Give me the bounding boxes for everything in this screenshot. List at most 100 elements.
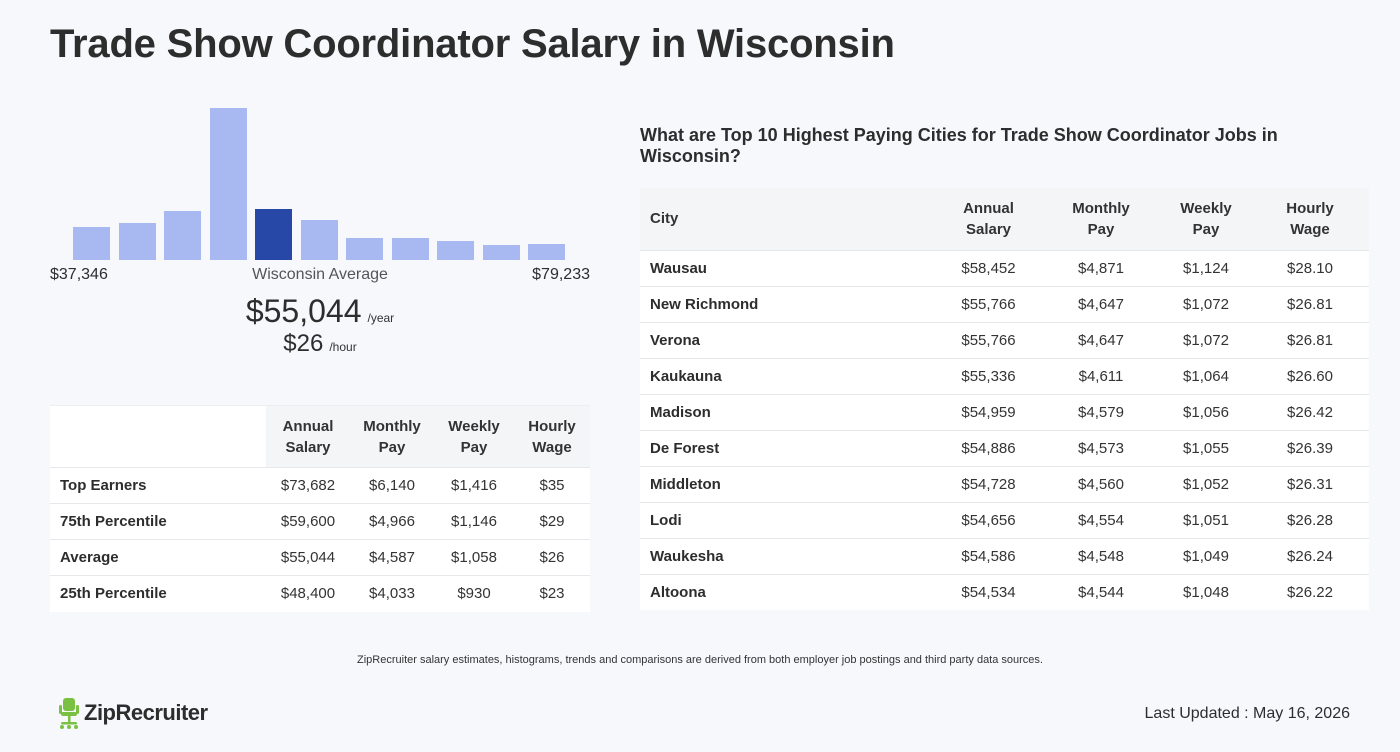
cell-monthly: $4,871 xyxy=(1041,249,1161,286)
histogram-bar xyxy=(164,211,201,260)
city-name: Wausau xyxy=(640,249,936,286)
table-row: New Richmond $55,766 $4,647 $1,072 $26.81 xyxy=(640,285,1369,322)
cell-hourly: $26.22 xyxy=(1251,573,1369,610)
cell-annual: $55,766 xyxy=(936,321,1041,358)
city-name: Madison xyxy=(640,393,936,430)
cell-weekly: $1,124 xyxy=(1161,249,1251,286)
cell-monthly: $4,573 xyxy=(1041,429,1161,466)
cell-monthly: $4,548 xyxy=(1041,537,1161,574)
cell-monthly: $4,647 xyxy=(1041,321,1161,358)
cities-heading: What are Top 10 Highest Paying Cities fo… xyxy=(640,125,1278,166)
salary-histogram xyxy=(50,100,590,260)
disclaimer: ZipRecruiter salary estimates, histogram… xyxy=(357,654,1043,666)
city-name: New Richmond xyxy=(640,285,936,322)
table-row: Wausau $58,452 $4,871 $1,124 $28.10 xyxy=(640,249,1369,286)
histogram-bar xyxy=(391,238,429,260)
cell-monthly: $4,560 xyxy=(1041,465,1161,502)
histogram-bar xyxy=(528,244,565,260)
cell-monthly: $4,544 xyxy=(1041,573,1161,610)
cell-weekly: $1,072 xyxy=(1161,321,1251,358)
cell-weekly: $1,146 xyxy=(434,503,514,540)
average-hourly-value: $26 xyxy=(283,330,324,357)
cell-hourly: $29 xyxy=(514,503,590,540)
table-row: Verona $55,766 $4,647 $1,072 $26.81 xyxy=(640,321,1369,358)
col-annual-salary: Annual Salary xyxy=(936,188,1041,250)
cell-weekly: $930 xyxy=(434,575,514,612)
col-weekly-pay: Weekly Pay xyxy=(1161,188,1251,250)
cell-monthly: $4,966 xyxy=(350,503,434,540)
cell-weekly: $1,048 xyxy=(1161,573,1251,610)
histogram-bar xyxy=(482,245,520,260)
cell-annual: $55,336 xyxy=(936,357,1041,394)
average-annual: $55,044/year xyxy=(50,293,590,330)
cell-hourly: $26 xyxy=(514,539,590,576)
row-label: 75th Percentile xyxy=(50,503,266,540)
cell-hourly: $23 xyxy=(514,575,590,612)
city-name: Middleton xyxy=(640,465,936,502)
cell-hourly: $26.60 xyxy=(1251,357,1369,394)
cell-weekly: $1,056 xyxy=(1161,393,1251,430)
average-label: Wisconsin Average xyxy=(252,266,388,283)
row-label: Average xyxy=(50,539,266,576)
histogram-bar xyxy=(346,238,383,260)
top-cities-table: City Annual Salary Monthly Pay Weekly Pay H… xyxy=(640,188,1369,610)
annual-unit: /year xyxy=(367,311,395,325)
table-row: Lodi $54,656 $4,554 $1,051 $26.28 xyxy=(640,501,1369,538)
table-row: Top Earners $73,682 $6,140 $1,416 $35 xyxy=(50,467,590,504)
col-annual-salary: Annual Salary xyxy=(266,405,350,468)
cell-annual: $73,682 xyxy=(266,467,350,504)
table-row: Altoona $54,534 $4,544 $1,048 $26.22 xyxy=(640,573,1369,610)
table-row: Average $55,044 $4,587 $1,058 $26 xyxy=(50,539,590,576)
col-weekly-pay: Weekly Pay xyxy=(434,405,514,468)
average-annual-value: $55,044 xyxy=(245,293,362,329)
cell-annual: $55,044 xyxy=(266,539,350,576)
cell-monthly: $4,587 xyxy=(350,539,434,576)
cell-annual: $54,886 xyxy=(936,429,1041,466)
cell-annual: $54,656 xyxy=(936,501,1041,538)
hourly-unit: /hour xyxy=(329,340,357,354)
cell-hourly: $26.42 xyxy=(1251,393,1369,430)
cell-hourly: $28.10 xyxy=(1251,249,1369,286)
cell-hourly: $26.28 xyxy=(1251,501,1369,538)
cell-weekly: $1,416 xyxy=(434,467,514,504)
cell-weekly: $1,072 xyxy=(1161,285,1251,322)
cell-monthly: $6,140 xyxy=(350,467,434,504)
histogram-bar xyxy=(300,220,338,260)
cell-monthly: $4,579 xyxy=(1041,393,1161,430)
cell-monthly: $4,033 xyxy=(350,575,434,612)
cell-weekly: $1,051 xyxy=(1161,501,1251,538)
percentile-header-row: Annual Salary Monthly Pay Weekly Pay Hourly… xyxy=(50,405,590,468)
logo-wordmark: ZipRecruiter xyxy=(84,700,208,725)
city-name: Verona xyxy=(640,321,936,358)
table-row: 25th Percentile $48,400 $4,033 $930 $23 xyxy=(50,575,590,612)
cell-weekly: $1,058 xyxy=(434,539,514,576)
col-city: City xyxy=(640,188,936,250)
cell-monthly: $4,611 xyxy=(1041,357,1161,394)
cell-annual: $54,728 xyxy=(936,465,1041,502)
table-row: Middleton $54,728 $4,560 $1,052 $26.31 xyxy=(640,465,1369,502)
ziprecruiter-chair-icon xyxy=(59,698,79,729)
cell-annual: $58,452 xyxy=(936,249,1041,286)
cell-annual: $48,400 xyxy=(266,575,350,612)
last-updated: Last Updated : May 16, 2026 xyxy=(1144,705,1350,722)
cell-hourly: $26.81 xyxy=(1251,285,1369,322)
col-monthly-pay: Monthly Pay xyxy=(1041,188,1161,250)
cell-hourly: $26.31 xyxy=(1251,465,1369,502)
table-row: Madison $54,959 $4,579 $1,056 $26.42 xyxy=(640,393,1369,430)
cell-monthly: $4,554 xyxy=(1041,501,1161,538)
col-hourly-wage: Hourly Wage xyxy=(1251,188,1369,250)
col-hourly-wage: Hourly Wage xyxy=(514,405,590,468)
city-name: Waukesha xyxy=(640,537,936,574)
cities-header-row: City Annual Salary Monthly Pay Weekly Pay H… xyxy=(640,188,1369,250)
row-label: Top Earners xyxy=(50,467,266,504)
table-row: Waukesha $54,586 $4,548 $1,049 $26.24 xyxy=(640,537,1369,574)
percentile-header-blank xyxy=(50,405,266,468)
cell-weekly: $1,049 xyxy=(1161,537,1251,574)
histogram-bar xyxy=(73,227,110,260)
table-row: 75th Percentile $59,600 $4,966 $1,146 $2… xyxy=(50,503,590,540)
ziprecruiter-logo[interactable]: ZipRecruiter xyxy=(58,696,208,730)
city-name: Lodi xyxy=(640,501,936,538)
cell-hourly: $26.39 xyxy=(1251,429,1369,466)
cell-weekly: $1,064 xyxy=(1161,357,1251,394)
percentile-table: Annual Salary Monthly Pay Weekly Pay Hourly… xyxy=(50,405,590,612)
